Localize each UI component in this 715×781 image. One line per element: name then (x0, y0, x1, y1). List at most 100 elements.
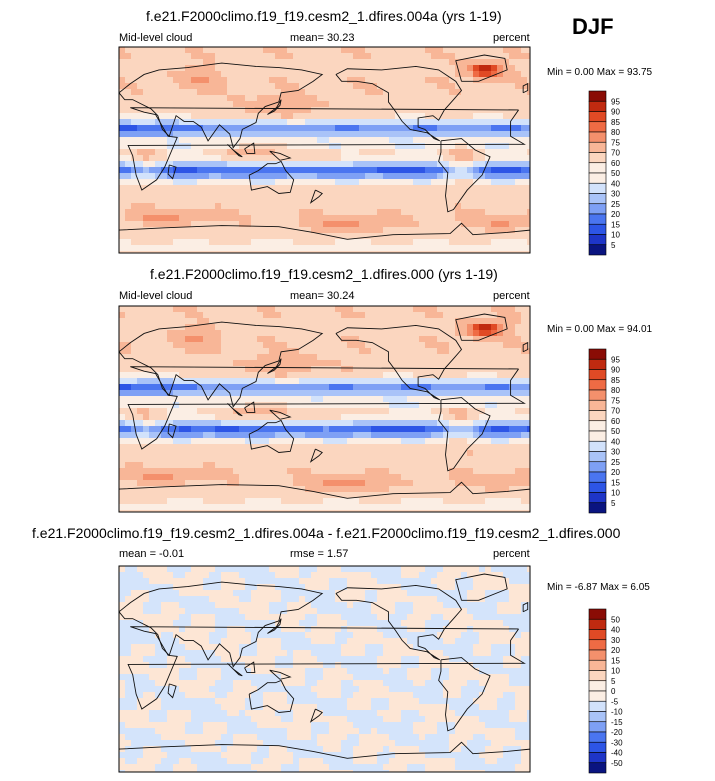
map-cell (359, 209, 366, 216)
map-cell (155, 209, 162, 216)
map-cell (275, 366, 282, 373)
map-cell (215, 167, 222, 174)
map-cell (389, 239, 396, 246)
map-cell (215, 227, 222, 234)
map-cell (347, 492, 354, 499)
map-cell (143, 390, 150, 397)
map-cell (185, 438, 192, 445)
map-cell (443, 125, 450, 132)
map-cell (233, 161, 240, 168)
map-cell (269, 107, 276, 114)
map-cell (209, 354, 216, 361)
map-cell (305, 167, 312, 174)
map-cell (305, 77, 312, 84)
map-cell (311, 492, 318, 499)
map-cell (155, 402, 162, 409)
map-cell (161, 131, 168, 138)
map-cell (269, 53, 276, 60)
map-cell (335, 59, 342, 66)
map-cell (167, 384, 174, 391)
map-cell (137, 233, 144, 240)
map-cell (317, 474, 324, 481)
map-cell (155, 450, 162, 457)
map-cell (425, 71, 432, 78)
map-cell (455, 47, 462, 54)
map-cell (371, 390, 378, 397)
map-cell (401, 227, 408, 234)
map-cell (125, 59, 132, 66)
map-cell (449, 432, 456, 439)
map-cell (431, 378, 438, 385)
map-cell (413, 131, 420, 138)
map-cell (215, 450, 222, 457)
map-cell (473, 360, 480, 367)
map-cell (461, 161, 468, 168)
map-cell (431, 185, 438, 192)
map-cell (179, 492, 186, 499)
map-cell (401, 474, 408, 481)
map-cell (329, 504, 336, 511)
map-cell (365, 107, 372, 114)
map-cell (503, 342, 510, 349)
map-cell (257, 390, 264, 397)
map-cell (365, 221, 372, 228)
map-cell (173, 486, 180, 493)
map-cell (167, 179, 174, 186)
map-cell (299, 432, 306, 439)
map-cell (437, 209, 444, 216)
map-cell (485, 161, 492, 168)
map-cell (155, 312, 162, 319)
map-cell (161, 245, 168, 252)
map-cell (329, 414, 336, 421)
map-cell (281, 209, 288, 216)
map-cell (497, 83, 504, 90)
map-cell (365, 191, 372, 198)
map-cell (347, 191, 354, 198)
map-cell (281, 318, 288, 325)
map-cell (233, 372, 240, 379)
colorbar-tick-label: 85 (611, 376, 620, 385)
map-cell (413, 438, 420, 445)
map-cell (377, 498, 384, 505)
map-cell (401, 336, 408, 343)
map-cell (383, 492, 390, 499)
map-cell (275, 191, 282, 198)
map-cell (347, 119, 354, 126)
map-cell (413, 468, 420, 475)
map-cell (389, 566, 396, 573)
map-cell (161, 227, 168, 234)
map-cell (371, 510, 378, 512)
map-cell (125, 83, 132, 90)
map-cell (341, 143, 348, 150)
map-cell (155, 462, 162, 469)
map-cell (167, 83, 174, 90)
map-cell (437, 53, 444, 60)
map-cell (197, 221, 204, 228)
map-cell (371, 450, 378, 457)
map-cell (389, 390, 396, 397)
map-cell (449, 53, 456, 60)
map-cell (287, 191, 294, 198)
map-cell (449, 173, 456, 180)
map-cell (335, 384, 342, 391)
map-cell (413, 167, 420, 174)
map-cell (443, 89, 450, 96)
map-cell (449, 125, 456, 132)
map-cell (341, 107, 348, 114)
map-cell (143, 336, 150, 343)
map-cell (281, 155, 288, 162)
map-cell (299, 113, 306, 120)
map-cell (455, 173, 462, 180)
map-cell (365, 65, 372, 72)
map-cell (359, 390, 366, 397)
map-cell (227, 161, 234, 168)
map-cell (437, 113, 444, 120)
map-cell (359, 101, 366, 108)
map-cell (479, 384, 486, 391)
map-cell (191, 468, 198, 475)
map-cell (245, 468, 252, 475)
map-cell (311, 402, 318, 409)
map-cell (395, 227, 402, 234)
map-cell (275, 173, 282, 180)
map-cell (155, 324, 162, 331)
